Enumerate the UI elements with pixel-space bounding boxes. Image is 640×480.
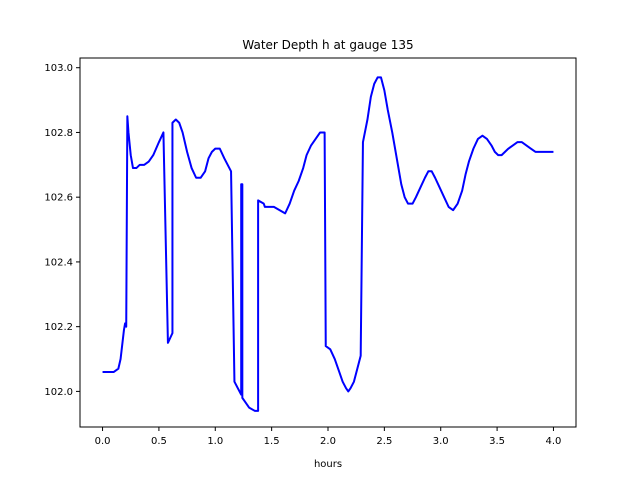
series-line-water-depth xyxy=(102,76,554,412)
y-tick-label: 102.4 xyxy=(44,257,73,268)
y-tick-label: 102.2 xyxy=(44,322,73,333)
x-axis: 0.0 0.5 1.0 1.5 2.0 2.5 3.0 3.5 4.0 xyxy=(95,427,562,447)
x-tick-label: 3.5 xyxy=(489,436,505,447)
x-tick-label: 1.0 xyxy=(207,436,223,447)
plot-frame xyxy=(79,57,577,428)
x-tick-label: 0.5 xyxy=(151,436,167,447)
x-tick-label: 3.0 xyxy=(433,436,449,447)
y-tick-label: 102.0 xyxy=(44,387,73,398)
x-tick-label: 0.0 xyxy=(95,436,111,447)
chart-title: Water Depth h at gauge 135 xyxy=(242,38,413,52)
x-tick-label: 2.0 xyxy=(320,436,336,447)
y-tick-label: 103.0 xyxy=(44,63,73,74)
plot-area xyxy=(79,57,577,428)
x-tick-label: 2.5 xyxy=(376,436,392,447)
x-axis-label: hours xyxy=(314,459,342,470)
x-tick-label: 4.0 xyxy=(546,436,562,447)
y-tick-label: 102.8 xyxy=(44,128,73,139)
y-axis: 102.0 102.2 102.4 102.6 102.8 103.0 xyxy=(44,63,80,398)
y-tick-label: 102.6 xyxy=(44,193,73,204)
x-tick-label: 1.5 xyxy=(264,436,280,447)
